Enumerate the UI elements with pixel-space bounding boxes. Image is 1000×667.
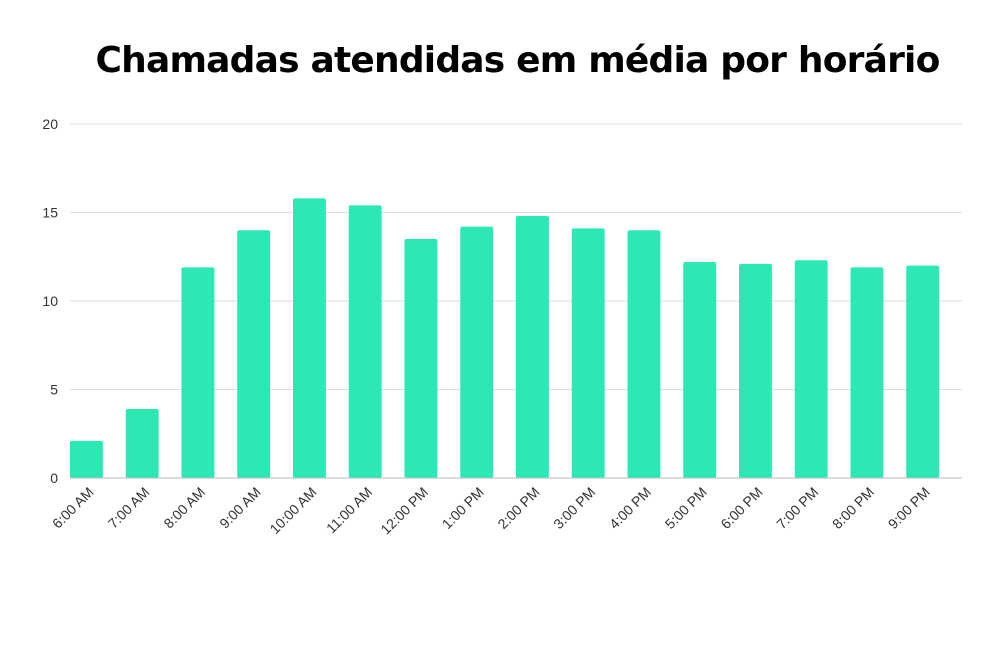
bar <box>460 226 494 478</box>
x-tick-label: 6:00 AM <box>49 484 97 532</box>
x-axis-ticks: 6:00 AM 7:00 AM 8:00 AM 9:00 AM 10:00 AM 11:0… <box>49 484 933 538</box>
x-tick-label: 8:00 PM <box>829 484 877 532</box>
bar <box>348 205 382 479</box>
x-tick-label: 2:00 PM <box>494 484 542 532</box>
bar <box>125 408 159 478</box>
x-tick-label: 6:00 PM <box>717 484 765 532</box>
x-tick-label: 7:00 AM <box>105 484 153 532</box>
x-tick-label: 12:00 PM <box>377 484 431 538</box>
y-tick-label: 15 <box>42 205 58 221</box>
x-tick-label: 1:00 PM <box>439 484 487 532</box>
bar <box>739 263 772 478</box>
x-tick-label: 10:00 AM <box>266 484 319 537</box>
y-tick-label: 0 <box>50 470 58 486</box>
y-tick-label: 5 <box>50 382 58 398</box>
x-tick-label: 4:00 PM <box>606 484 654 532</box>
x-tick-label: 9:00 AM <box>216 484 264 532</box>
bar <box>627 230 661 478</box>
x-tick-label: 9:00 PM <box>885 484 933 532</box>
bar <box>70 440 103 478</box>
bar <box>906 265 940 478</box>
x-tick-label: 5:00 PM <box>662 484 710 532</box>
bar <box>237 230 271 478</box>
y-tick-label: 20 <box>42 116 58 132</box>
bar <box>293 198 326 478</box>
bar <box>850 267 884 478</box>
x-tick-label: 11:00 AM <box>323 484 375 536</box>
bar <box>571 228 605 478</box>
x-tick-label: 8:00 AM <box>160 484 208 532</box>
y-tick-label: 10 <box>42 293 58 309</box>
bar <box>516 216 549 479</box>
bars <box>70 198 940 479</box>
bar <box>683 262 717 478</box>
x-tick-label: 3:00 PM <box>550 484 598 532</box>
bar <box>404 239 438 478</box>
y-axis-ticks: 0 5 10 15 20 <box>42 116 58 486</box>
bar <box>181 267 215 478</box>
bar <box>794 260 828 478</box>
x-tick-label: 7:00 PM <box>773 484 821 532</box>
chart-title: Chamadas atendidas em média por horário <box>95 40 941 81</box>
